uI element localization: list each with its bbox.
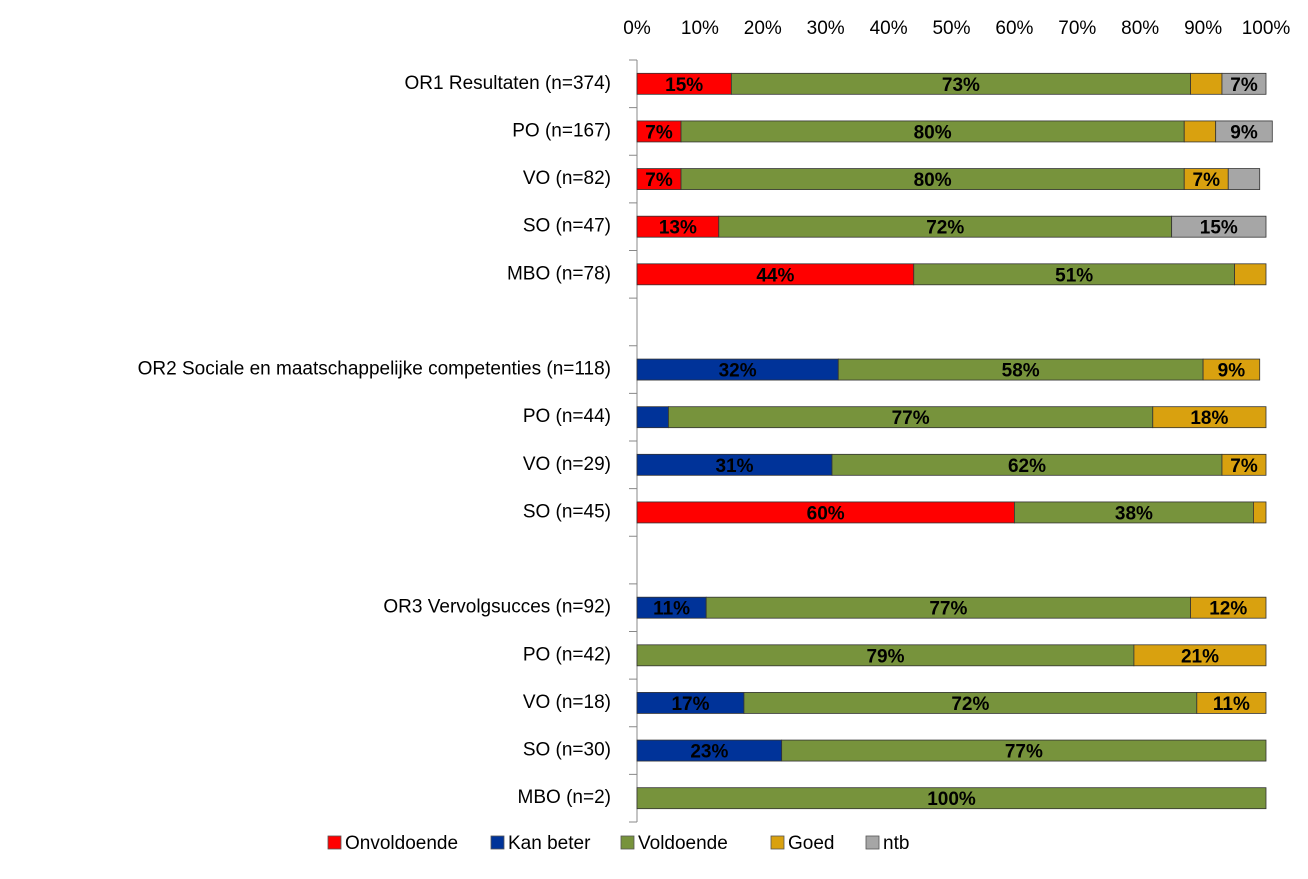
bar-segment [1234, 263, 1267, 286]
data-label: 80% [914, 122, 952, 143]
legend-swatch [865, 835, 880, 850]
legend-label: ntb [883, 833, 909, 854]
y-tick-label: PO (n=42) [523, 644, 611, 665]
data-label: 73% [942, 75, 980, 96]
data-label: 7% [1230, 456, 1258, 477]
data-label: 100% [927, 789, 976, 810]
data-label: 11% [1213, 694, 1250, 715]
data-label: 21% [1181, 646, 1219, 667]
data-label: 51% [1055, 265, 1093, 286]
legend-label: Kan beter [508, 833, 591, 854]
y-tick-label: SO (n=47) [523, 216, 611, 237]
y-tick-label: MBO (n=78) [507, 263, 611, 284]
data-label: 72% [926, 218, 964, 239]
legend-label: Voldoende [638, 833, 728, 854]
y-tick-label: VO (n=29) [523, 454, 611, 475]
x-tick-label: 70% [1058, 18, 1096, 39]
data-label: 11% [653, 599, 690, 620]
x-tick-label: 20% [744, 18, 782, 39]
bar-segment [1202, 358, 1261, 381]
data-label: 13% [659, 218, 697, 239]
data-label: 79% [866, 646, 904, 667]
data-label: 32% [719, 361, 757, 382]
y-tick-label: PO (n=44) [523, 406, 611, 427]
y-tick-label: SO (n=45) [523, 501, 611, 522]
bar-segment [1133, 644, 1267, 667]
bar-segment [1221, 72, 1267, 95]
data-label: 7% [645, 170, 673, 191]
x-tick-label: 30% [807, 18, 845, 39]
data-label: 7% [1193, 170, 1221, 191]
data-label: 60% [807, 503, 845, 524]
x-tick-label: 10% [681, 18, 719, 39]
x-tick-label: 40% [870, 18, 908, 39]
y-tick-label: VO (n=18) [523, 692, 611, 713]
y-tick-label: SO (n=30) [523, 740, 611, 761]
bar-segment [1190, 596, 1267, 619]
data-label: 9% [1230, 122, 1258, 143]
x-tick-label: 60% [995, 18, 1033, 39]
y-tick-label: OR1 Resultaten (n=374) [405, 73, 611, 94]
data-label: 77% [929, 599, 967, 620]
data-label: 18% [1190, 408, 1228, 429]
data-label: 15% [665, 75, 703, 96]
data-label: 77% [892, 408, 930, 429]
bar-segment [1221, 453, 1267, 476]
data-label: 72% [951, 694, 989, 715]
data-label: 62% [1008, 456, 1046, 477]
x-tick-label: 80% [1121, 18, 1159, 39]
data-label: 23% [690, 742, 728, 763]
bar-segment [1152, 406, 1267, 429]
data-label: 17% [671, 694, 709, 715]
legend-label: Onvoldoende [345, 833, 458, 854]
legend-swatch [327, 835, 342, 850]
bar-segment [1227, 168, 1261, 190]
bar-segment [1190, 72, 1223, 95]
x-tick-label: 90% [1184, 18, 1222, 39]
data-label: 31% [715, 456, 753, 477]
data-label: 58% [1002, 361, 1040, 382]
bar-segment [636, 406, 669, 429]
x-tick-label: 50% [932, 18, 970, 39]
data-label: 80% [914, 170, 952, 191]
legend-label: Goed [788, 833, 834, 854]
legend-swatch [490, 835, 505, 850]
legend-swatch [620, 835, 635, 850]
y-tick-label: OR3 Vervolgsucces (n=92) [383, 597, 611, 618]
bar-segment [1183, 120, 1217, 143]
bar-segment [1215, 120, 1273, 143]
y-tick-label: OR2 Sociale en maatschappelijke competen… [138, 359, 611, 380]
data-label: 7% [645, 122, 673, 143]
data-label: 7% [1230, 75, 1258, 96]
y-tick-label: MBO (n=2) [518, 787, 611, 808]
x-tick-label: 100% [1242, 18, 1291, 39]
y-tick-label: PO (n=167) [512, 120, 611, 141]
data-label: 9% [1218, 361, 1246, 382]
bar-segment [1253, 501, 1267, 524]
data-label: 77% [1005, 742, 1043, 763]
bar-segment [636, 787, 1267, 810]
bar-segment [1171, 215, 1267, 238]
bar-segment [1196, 692, 1267, 714]
data-label: 38% [1115, 503, 1153, 524]
bar-segment [781, 739, 1267, 762]
y-tick-label: VO (n=82) [523, 168, 611, 189]
x-tick-label: 0% [623, 18, 651, 39]
data-label: 15% [1200, 218, 1238, 239]
data-label: 44% [756, 265, 794, 286]
legend-swatch [770, 835, 785, 850]
data-label: 12% [1209, 599, 1247, 620]
